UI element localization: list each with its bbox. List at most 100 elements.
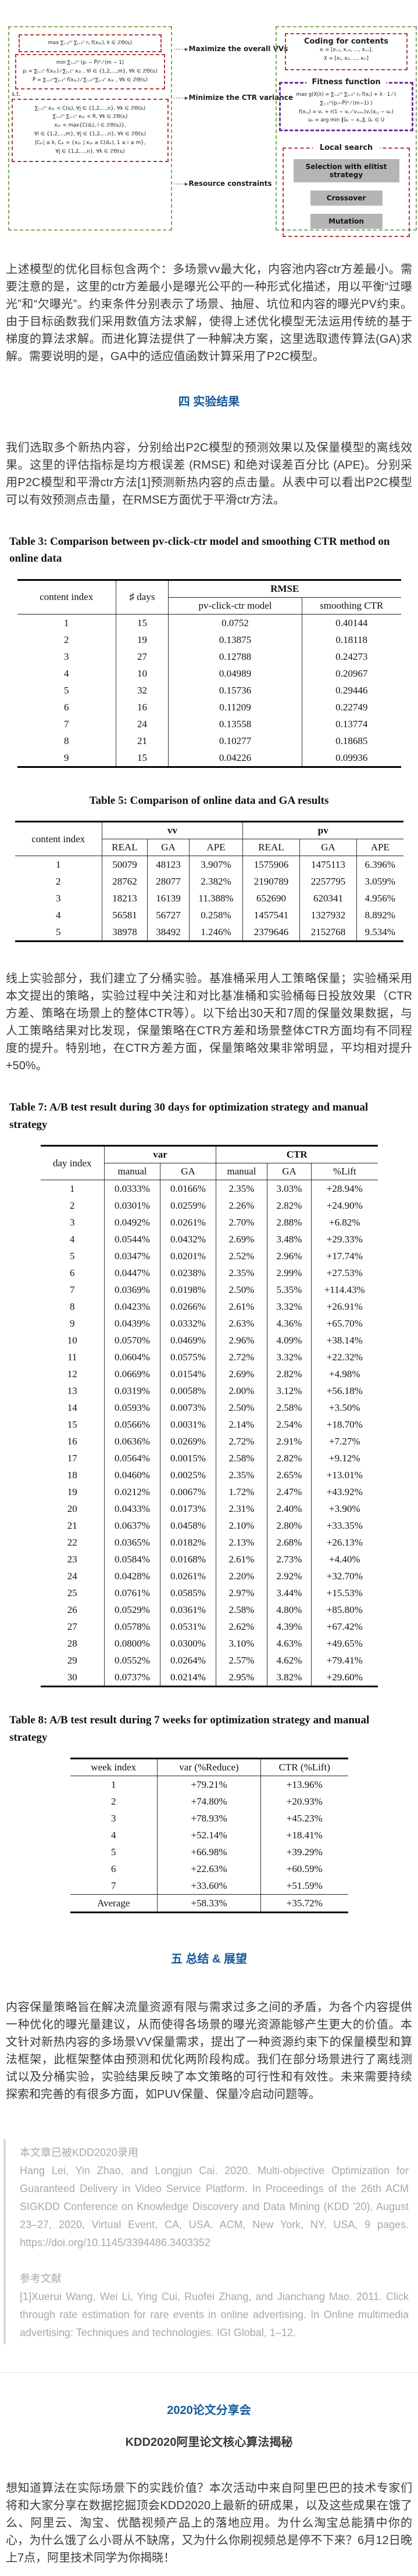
table-cell: +28.94% (311, 1180, 378, 1198)
table-cell: 0.0214% (160, 1669, 216, 1687)
table-cell: +9.12% (311, 1450, 378, 1467)
table-cell: 0.0025% (160, 1467, 216, 1484)
table-row: 6 16 0.11209 0.22749 (17, 698, 401, 716)
table-row: 30 0.0737% 0.0214% 2.95% 3.82% +29.60% (41, 1669, 378, 1687)
table8-ab-test-7weeks: week index var (%Reduce) CTR (%Lift) 1 +7… (70, 1758, 348, 1914)
table-cell: 4.09% (267, 1332, 312, 1349)
table-cell: 2.50% (216, 1399, 267, 1417)
table-cell: +58.33% (157, 1894, 261, 1913)
figure-callout-minimize: ⋯⋯▸ Minimize the CTR variance (173, 94, 293, 102)
table-row: 12 0.0669% 0.0154% 2.69% 2.82% +4.98% (41, 1366, 378, 1383)
dotted-arrow-icon: ⋯⋯▸ (173, 45, 188, 53)
table-cell: 0.0585% (160, 1585, 216, 1602)
table-cell: 17 (67, 1453, 77, 1464)
table-cell: 0.0347% (104, 1248, 160, 1265)
formula-fx: f(xᵢ,ⱼ) = vₖ + r(1 − vₖ ⁄ vₘₐₓ)vₖ(xᵢ,ⱼ −… (299, 109, 394, 115)
table-cell: 2.58% (267, 1399, 312, 1417)
table-cell: 11.388% (189, 890, 243, 907)
table-row: 6 +22.63% +60.59% (70, 1860, 348, 1878)
table-row: 1 15 0.0752 0.40144 (17, 614, 401, 631)
table-cell: 2.35% (216, 1180, 267, 1198)
table-cell: +52.14% (157, 1827, 261, 1844)
table-cell: 0.0261% (160, 1214, 216, 1231)
table-row: 14 0.0593% 0.0073% 2.50% 2.58% +3.50% (41, 1399, 378, 1417)
table5-title: Table 5: Comparison of online data and G… (89, 794, 329, 807)
table-row: 5 +66.98% +39.29% (70, 1844, 348, 1861)
table-row: 3 27 0.12788 0.24273 (17, 648, 401, 665)
table-cell: 0.12788 (168, 648, 302, 665)
table-cell: 3 (56, 893, 61, 904)
table3-header-smoothing: smoothing CTR (302, 597, 401, 615)
table5-subheader: APE (356, 839, 403, 857)
table-cell: 2.10% (216, 1517, 267, 1535)
table-cell: 1 (64, 617, 69, 628)
paragraph-offline-eval: 我们选取多个新热内容，分别给出P2C模型的预测效果以及保量模型的离线效果。这里的… (6, 441, 412, 506)
table-cell: +43.92% (311, 1483, 378, 1501)
table-cell: 3.12% (267, 1382, 312, 1400)
table-cell: 2152768 (299, 924, 357, 942)
table-cell: 28762 (102, 873, 148, 890)
table5-header-vv: vv (102, 821, 243, 840)
table-row: 19 0.0212% 0.0067% 1.72% 2.47% +43.92% (41, 1483, 378, 1501)
table7-header-ctr: CTR (216, 1145, 378, 1164)
paragraph-event-description: 想知道算法在实际场景下的实践价值？本次活动中来自阿里巴巴的技术专家们将和大家分享… (6, 2482, 412, 2565)
table-cell: 1575906 (242, 856, 300, 874)
table-cell: 19 (116, 631, 169, 648)
table-cell: +13.01% (311, 1467, 378, 1484)
table-cell: +24.90% (311, 1197, 378, 1215)
table-cell: 6 (64, 701, 69, 713)
table-cell: 0.0198% (160, 1281, 216, 1299)
figure-callout-resource: ⋯⋯▸ Resource constraints (173, 179, 276, 188)
table-cell: +33.35% (311, 1517, 378, 1535)
figure-model-panel: max ∑ᵢ₌₁ᵐ ∑ⱼ₌₁ⁿ rᵢⱼ f(xᵢⱼₖ), k ∈ ℤΘ(sⱼ) … (8, 26, 172, 231)
table3-header-pvclickctr: pv-click-ctr model (168, 597, 302, 615)
table-cell: 0.0333% (104, 1180, 160, 1198)
table-row: Average +58.33% +35.72% (70, 1894, 348, 1913)
table-cell: 0.29446 (302, 681, 401, 699)
table5-ga-comparison: content index vv pv REAL GA APE REAL GA … (15, 821, 403, 943)
table-cell: +17.74% (311, 1248, 378, 1265)
table-cell: 0.40144 (302, 614, 401, 631)
table-cell: 0.0737% (104, 1669, 160, 1687)
table8-body: 1 +79.21% +13.96% 2 +74.80% +20.93% 3 +78.93% +4… (70, 1776, 348, 1895)
table-cell: +56.18% (311, 1382, 378, 1400)
table-cell: 5 (56, 926, 61, 938)
table-cell: 2.82% (267, 1450, 312, 1467)
table-cell: 1 (70, 1183, 75, 1195)
table-cell: 5 (70, 1251, 75, 1262)
event-series-title: 2020论文分享会 (167, 2404, 251, 2417)
formula-pi: pᵢ = ∑ⱼ₌₁ⁿ f(xᵢⱼₖ) ⁄ ∑ⱼ₌₁ⁿ xᵢⱼₖ , ∀i ∈ {… (23, 68, 158, 74)
table-cell: 0.0361% (160, 1601, 216, 1619)
table-cell: 3.48% (267, 1231, 312, 1248)
table5-header-content-index: content index (15, 821, 102, 857)
table-cell: 0.04226 (168, 749, 302, 767)
table5-subheader: APE (189, 839, 243, 857)
table-cell: 0.18118 (302, 631, 401, 648)
paragraph-model-objectives: 上述模型的优化目标包含两个：多场景vv最大化，内容池内容ctr方差最小。需要注意… (6, 263, 412, 363)
formula-uk: uₖ = arg min ‖ũₖ − xᵢ,ⱼ‖, ũₖ ∈ U (308, 117, 385, 124)
table-cell: 13 (67, 1385, 77, 1397)
table-row: 29 0.0552% 0.0264% 2.57% 4.62% +79.41% (41, 1652, 378, 1669)
table-cell: 56727 (147, 907, 190, 924)
table-row: 7 24 0.13558 0.13774 (17, 715, 401, 732)
table-cell: 0.22749 (302, 698, 401, 716)
table-cell: 0.0365% (104, 1534, 160, 1551)
dotted-arrow-icon: ⋯⋯▸ (173, 94, 188, 102)
table-cell: 0.0531% (160, 1618, 216, 1636)
table-cell: 8 (64, 735, 69, 746)
table-cell: 0.0261% (160, 1568, 216, 1585)
formula-constraint: ∀i ∈ {1,2,…,m}, ∀j ∈ {1,2,…,n}, ∀k ∈ ℤΘ(… (34, 131, 147, 138)
table-cell: 24 (67, 1571, 77, 1582)
table-cell: 0.24273 (302, 648, 401, 665)
table-cell: 2.70% (216, 1214, 267, 1231)
table-cell: 7 (111, 1880, 116, 1892)
table-cell: 0.0433% (104, 1500, 160, 1518)
table-cell: 16 (67, 1436, 77, 1447)
table-cell: +4.98% (311, 1366, 378, 1383)
table-cell: +22.32% (311, 1349, 378, 1366)
table-row: 28 0.0800% 0.0300% 3.10% 4.63% +49.65% (41, 1635, 378, 1652)
table-cell: 2.14% (216, 1416, 267, 1433)
table-cell: 28077 (147, 873, 190, 890)
table-cell: 2.73% (267, 1551, 312, 1568)
selection-step: Selection with elitist strategy (293, 159, 399, 183)
